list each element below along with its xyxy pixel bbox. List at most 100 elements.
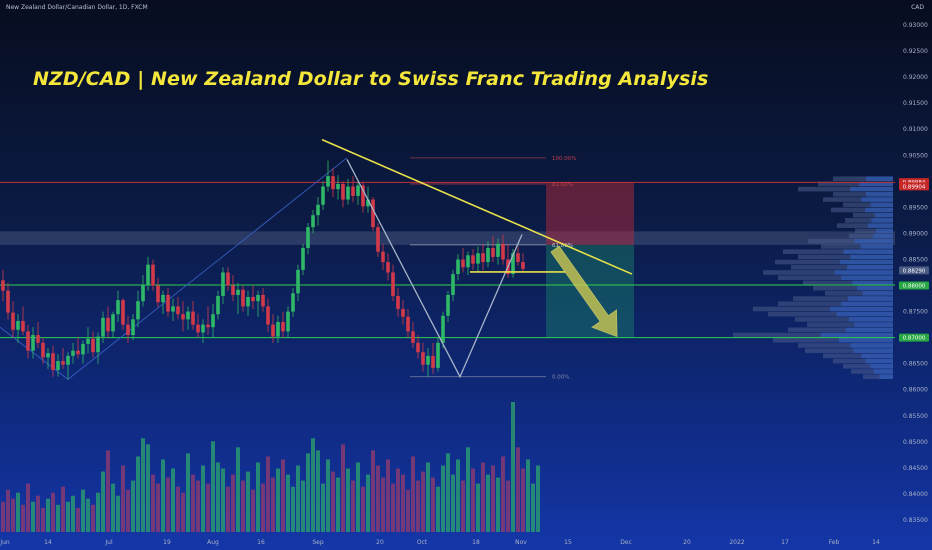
candle-body	[211, 314, 215, 328]
volume-bar	[331, 471, 335, 532]
volume-profile-bar	[831, 207, 893, 213]
candle-body	[266, 306, 270, 325]
candle-body	[336, 183, 340, 190]
volume-profile-bar	[866, 192, 893, 197]
candle-body	[36, 335, 40, 343]
price-label-text: 0.88290	[903, 268, 926, 274]
volume-profile-bar	[850, 254, 893, 260]
candle-body	[191, 311, 195, 325]
candle-body	[396, 295, 400, 309]
candle-body	[6, 290, 10, 313]
volume-profile-bar	[860, 244, 893, 249]
volume-bar	[456, 459, 460, 532]
volume-profile-bar	[763, 270, 893, 275]
candle-body	[356, 185, 360, 196]
projection-arrow	[550, 245, 618, 338]
candle-body	[236, 289, 240, 295]
x-tick-label: 14	[44, 539, 52, 546]
candle-body	[91, 338, 95, 353]
volume-profile-bar	[833, 192, 893, 197]
candle-body	[271, 324, 275, 337]
volume-bar	[6, 489, 10, 532]
volume-bar	[31, 501, 35, 532]
volume-profile-bar	[861, 353, 893, 359]
volume-bar	[421, 471, 425, 532]
volume-profile-bar	[813, 285, 893, 291]
candle-body	[256, 294, 260, 302]
volume-profile-bar	[805, 348, 893, 353]
x-tick-label: Sep	[312, 539, 324, 546]
volume-bar	[206, 483, 210, 532]
candle-body	[56, 361, 60, 370]
volume-profile-bar	[866, 176, 893, 182]
volume-profile-bar	[841, 301, 893, 307]
candle-body	[41, 342, 45, 358]
volume-bar	[176, 486, 180, 532]
volume-bar	[496, 477, 500, 532]
volume-bar	[181, 492, 185, 532]
candle-body	[361, 185, 365, 207]
volume-bar	[276, 468, 280, 532]
x-tick-label: 19	[163, 539, 171, 546]
volume-bar	[191, 474, 195, 532]
volume-bar	[291, 486, 295, 532]
y-tick-label: 0.89500	[903, 204, 928, 211]
volume-profile-bar	[866, 358, 893, 364]
volume-bar	[241, 480, 245, 532]
volume-bar	[156, 483, 160, 532]
x-tick-label: 14	[872, 539, 880, 546]
volume-profile-bar	[875, 212, 893, 218]
candle-body	[66, 355, 70, 365]
volume-bar	[471, 468, 475, 532]
volume-profile-bar	[843, 363, 893, 369]
volume-bar	[281, 459, 285, 532]
volume-profile-bar	[788, 327, 893, 333]
candle-body	[136, 301, 140, 320]
candle-body	[416, 342, 420, 353]
candle-body	[421, 352, 425, 365]
volume-profile-bar	[853, 212, 893, 218]
fib-level-label: 0.00%	[552, 375, 569, 381]
volume-bar	[46, 498, 50, 532]
volume-profile-bar	[850, 343, 893, 348]
volume-profile-bar	[854, 238, 893, 244]
volume-bar	[341, 444, 345, 532]
volume-profile-bar	[830, 306, 893, 312]
y-tick-label: 0.91000	[903, 126, 928, 133]
y-tick-label: 0.84000	[903, 491, 928, 498]
volume-bar	[246, 471, 250, 532]
candle-body	[431, 355, 435, 368]
candle-body	[206, 324, 210, 328]
supply-zone	[0, 231, 895, 245]
volume-bar	[326, 459, 330, 532]
candle-body	[106, 317, 110, 332]
volume-profile-bar	[791, 264, 893, 270]
candle-body	[121, 300, 125, 325]
volume-bar	[76, 507, 80, 532]
candle-body	[376, 227, 380, 252]
volume-bar	[86, 498, 90, 532]
x-tick-label: Jul	[104, 539, 113, 546]
volume-profile-bar	[753, 306, 893, 312]
volume-bar	[136, 456, 140, 532]
volume-bar	[16, 492, 20, 532]
volume-bar	[336, 477, 340, 532]
y-tick-label: 0.93000	[903, 22, 928, 29]
candle-body	[491, 248, 495, 257]
volume-bar	[141, 438, 145, 532]
volume-bar	[376, 465, 380, 532]
candle-body	[161, 294, 165, 303]
volume-bar	[476, 483, 480, 532]
volume-bar	[441, 465, 445, 532]
currency-label: CAD	[911, 4, 924, 11]
volume-bar	[256, 462, 260, 532]
volume-profile-bar	[778, 301, 893, 307]
volume-bar	[211, 441, 215, 532]
volume-profile-bar	[818, 181, 893, 187]
volume-bar	[371, 450, 375, 532]
volume-bar	[466, 447, 470, 532]
candle-body	[436, 342, 440, 368]
volume-bar	[216, 462, 220, 532]
